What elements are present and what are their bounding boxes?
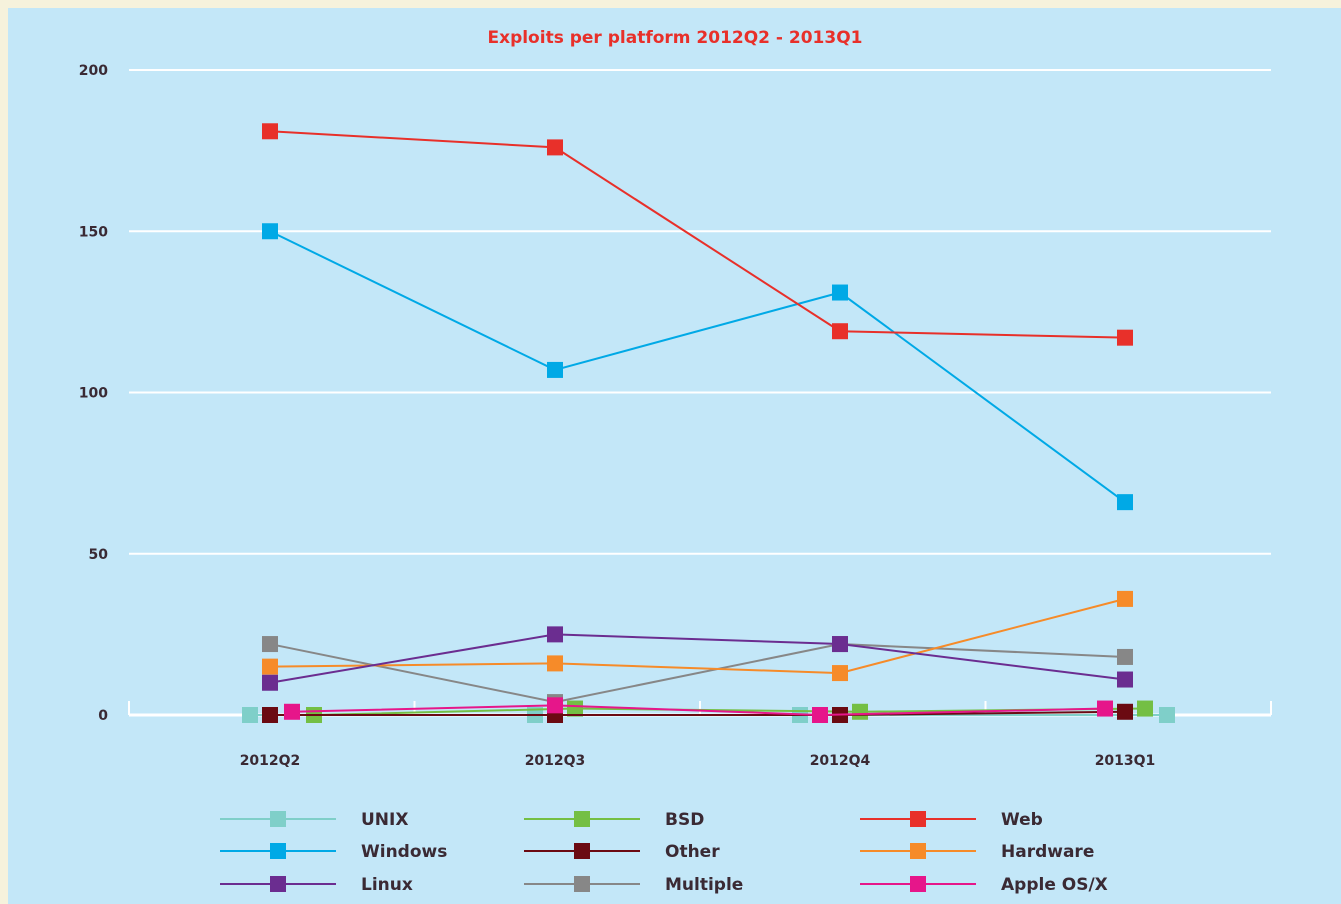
series-line (270, 710, 1126, 716)
data-point (262, 223, 278, 240)
data-point (262, 123, 278, 140)
data-point (567, 700, 583, 717)
legend: UNIX BSD Web Windows Other Hardware Linux Multi… (220, 810, 1108, 895)
data-point (1117, 671, 1133, 688)
chart-frame: Exploits per platform 2012Q2 - 2013Q1 0 5… (8, 8, 1341, 904)
series-web (262, 123, 1133, 346)
data-point (832, 636, 848, 653)
legend-item: BSD (524, 810, 704, 830)
legend-label: Hardware (1001, 842, 1094, 862)
x-tick-label: 2012Q2 (240, 753, 301, 769)
line-chart: Exploits per platform 2012Q2 - 2013Q1 0 5… (79, 28, 1272, 895)
data-point (242, 707, 258, 723)
data-point (547, 626, 563, 643)
legend-marker (910, 876, 926, 892)
data-point (547, 655, 563, 672)
series-hardware (262, 590, 1133, 682)
series-other (262, 703, 1133, 723)
legend-label: BSD (665, 810, 704, 830)
x-tick-label: 2012Q3 (525, 753, 586, 769)
data-point (832, 665, 848, 682)
data-point (262, 674, 278, 691)
y-tick-label: 200 (79, 63, 108, 79)
data-point (1117, 590, 1133, 607)
legend-label: UNIX (361, 810, 408, 830)
legend-marker (574, 843, 590, 859)
legend-marker (910, 843, 926, 859)
legend-marker (574, 811, 590, 827)
legend-label: Apple OS/X (1001, 875, 1108, 895)
x-axis-ticks: 2012Q2 2012Q3 2012Q4 2013Q1 (240, 753, 1156, 769)
legend-label: Web (1001, 810, 1043, 830)
data-point (1159, 707, 1175, 723)
data-point (1117, 494, 1133, 511)
x-tick-label: 2012Q4 (810, 753, 871, 769)
series-line (269, 230, 1126, 503)
legend-item: Hardware (860, 842, 1094, 862)
legend-item: Linux (220, 875, 413, 895)
data-point (1117, 648, 1133, 665)
series-line (269, 633, 1126, 684)
series-line (269, 130, 1126, 339)
data-point (812, 707, 828, 723)
legend-item: Multiple (524, 875, 743, 895)
series-line (269, 643, 1126, 704)
legend-marker (270, 843, 286, 859)
data-point (832, 284, 848, 301)
legend-marker (574, 876, 590, 892)
legend-item: Windows (220, 842, 447, 862)
x-tick-label: 2013Q1 (1095, 753, 1156, 769)
data-point (262, 658, 278, 675)
data-point (284, 703, 300, 720)
series-lines (242, 123, 1175, 723)
data-point (547, 697, 563, 714)
y-tick-label: 100 (79, 386, 108, 402)
legend-item: Apple OS/X (860, 875, 1108, 895)
data-point (852, 703, 868, 720)
series-apple-os-x (284, 697, 1113, 723)
data-point (1097, 700, 1113, 717)
legend-marker (270, 876, 286, 892)
series-line (269, 597, 1126, 675)
legend-marker (910, 811, 926, 827)
data-point (262, 707, 278, 723)
series-linux (262, 626, 1133, 691)
legend-item: Other (524, 842, 720, 862)
data-point (1117, 329, 1133, 346)
grid-lines (129, 69, 1271, 555)
legend-label: Linux (361, 875, 413, 895)
legend-label: Multiple (665, 875, 743, 895)
legend-marker (270, 811, 286, 827)
series-windows (262, 223, 1133, 511)
y-tick-label: 50 (89, 547, 109, 563)
y-tick-label: 0 (98, 708, 108, 724)
data-point (262, 636, 278, 653)
data-point (832, 323, 848, 340)
legend-item: Web (860, 810, 1043, 830)
data-point (1137, 700, 1153, 717)
data-point (1117, 703, 1133, 720)
series-multiple (262, 636, 1133, 711)
series-line (291, 704, 1106, 717)
y-axis-ticks: 0 50 100 150 200 (79, 63, 108, 724)
data-point (547, 139, 563, 156)
y-tick-label: 150 (79, 224, 108, 240)
legend-label: Other (665, 842, 720, 862)
legend-item: UNIX (220, 810, 408, 830)
legend-label: Windows (361, 842, 447, 862)
chart-title: Exploits per platform 2012Q2 - 2013Q1 (487, 28, 862, 48)
data-point (547, 361, 563, 378)
